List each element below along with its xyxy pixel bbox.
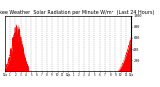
Title: Milwaukee Weather  Solar Radiation per Minute W/m²  (Last 24 Hours): Milwaukee Weather Solar Radiation per Mi… [0,10,154,15]
